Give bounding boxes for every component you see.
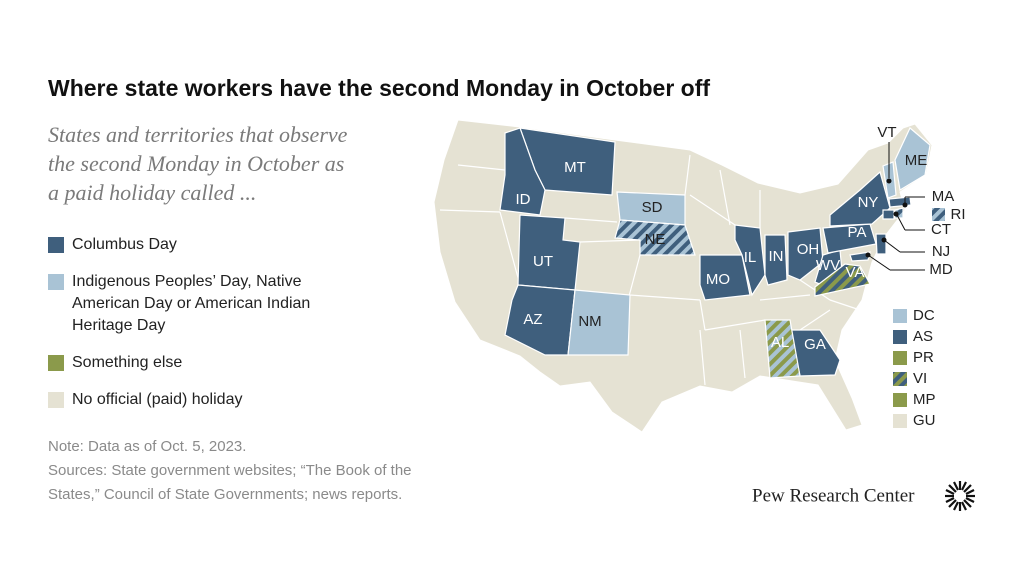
territory-label: GU (913, 412, 936, 429)
state-label: NM (578, 313, 601, 330)
state-label: OH (797, 241, 820, 258)
state-label: MO (706, 271, 730, 288)
legend-swatch (48, 392, 64, 408)
state-label: PA (848, 224, 867, 241)
state-label: MD (929, 261, 952, 278)
legend-label: Indigenous Peoples’ Day, Native (72, 273, 302, 290)
brand: Pew Research Center (752, 485, 915, 506)
legend-swatch (48, 355, 64, 371)
state (734, 224, 766, 297)
note: Sources: State government websites; “The… (48, 462, 412, 479)
state-label: UT (533, 253, 553, 270)
state-label: VT (877, 124, 896, 141)
legend-label: Columbus Day (72, 236, 177, 253)
note: Note: Data as of Oct. 5, 2023. (48, 438, 246, 455)
state (875, 233, 887, 255)
state (829, 170, 891, 227)
territory-label: PR (913, 349, 934, 366)
leader-dots (865, 178, 908, 258)
territory-swatch (893, 330, 907, 344)
leader-lines (867, 142, 925, 271)
legend-label: American Day or American Indian (72, 295, 310, 312)
state-swatch (932, 208, 945, 221)
state-label: ID (516, 191, 531, 208)
territory-label: MP (913, 391, 936, 408)
territory-label: VI (913, 370, 927, 387)
map (433, 119, 933, 433)
territory-label: AS (913, 328, 933, 345)
subtitle: a paid holiday called ... (48, 180, 256, 205)
title: Where state workers have the second Mond… (48, 75, 710, 101)
territory-label: DC (913, 307, 935, 324)
state (499, 127, 546, 216)
territory-swatch (893, 351, 907, 365)
state-label: NE (645, 231, 666, 248)
state (882, 209, 895, 220)
state (764, 234, 788, 286)
state-label: AZ (523, 311, 542, 328)
legend-label: No official (paid) holiday (72, 391, 242, 408)
state (614, 219, 696, 256)
state-label: CT (931, 221, 951, 238)
brand-logo (945, 481, 975, 511)
note: States,” Council of State Governments; n… (48, 486, 402, 503)
state-label: MT (564, 159, 586, 176)
state-label: NY (858, 194, 879, 211)
state-label: MA (932, 188, 955, 205)
state-label: SD (642, 199, 663, 216)
state-label: ME (905, 152, 928, 169)
territory-swatch (893, 414, 907, 428)
subtitle: the second Monday in October as (48, 151, 344, 176)
state (764, 319, 801, 379)
state (888, 196, 912, 208)
state (787, 227, 824, 281)
state-label: NJ (932, 243, 950, 260)
legend-label: Something else (72, 354, 182, 371)
state (814, 263, 871, 297)
state-label: IL (744, 249, 757, 266)
state-label: IN (769, 248, 784, 265)
subtitle: States and territories that observe (48, 122, 348, 147)
state-label: AL (771, 334, 789, 351)
territory-swatch (893, 309, 907, 323)
state (699, 254, 751, 301)
legend-label: Heritage Day (72, 317, 165, 334)
state (567, 289, 631, 356)
legend-swatch (48, 237, 64, 253)
state-label: RI (951, 206, 966, 223)
territory-swatch (893, 393, 907, 407)
state (894, 127, 931, 191)
legend-swatch (48, 274, 64, 290)
territory-swatch (893, 372, 907, 386)
state (849, 251, 871, 262)
state-label: GA (804, 336, 826, 353)
state-label: VA (846, 264, 865, 281)
state-label: WV (816, 257, 840, 274)
state-borders (439, 154, 861, 386)
